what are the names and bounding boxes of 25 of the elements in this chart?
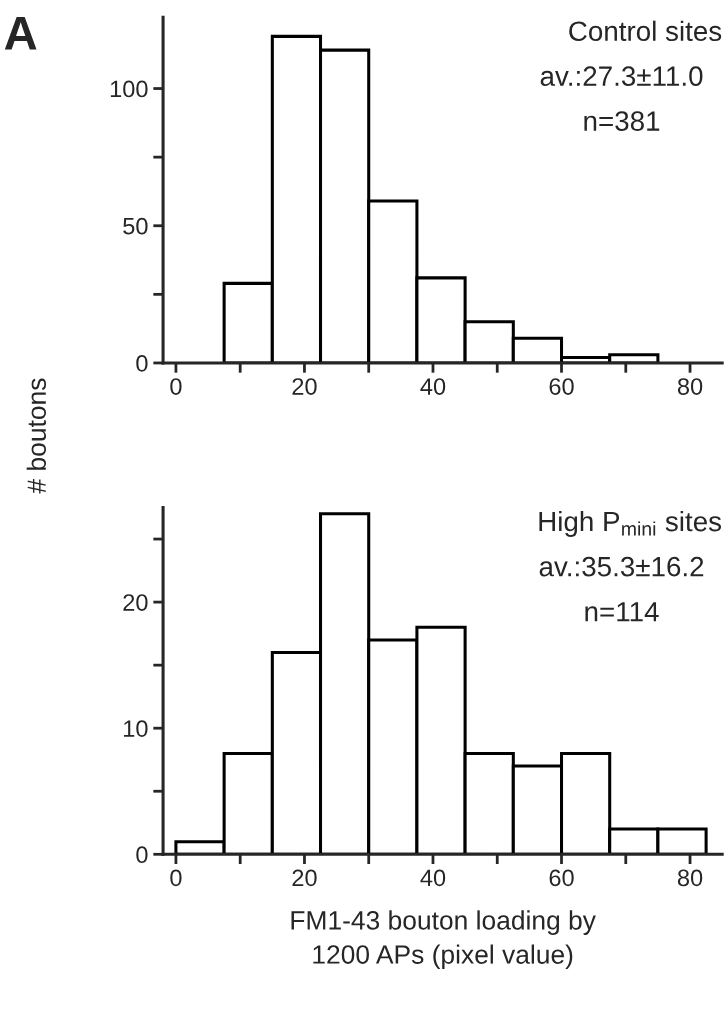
x-tick-label: 0: [170, 378, 182, 395]
x-tick-label: 60: [549, 869, 574, 887]
y-tick-label: 0: [136, 846, 148, 864]
annotation: Control sites: [569, 20, 722, 42]
x-tick-label: 40: [420, 378, 446, 395]
annotation: n=381: [584, 111, 660, 131]
y-tick-label: 50: [123, 217, 148, 235]
x-tick-label: 40: [420, 869, 446, 887]
y-tick-label: 100: [110, 80, 148, 98]
x-tick-label: 0: [170, 869, 182, 887]
annotation: n=114: [585, 602, 659, 622]
y-tick-label: 0: [136, 355, 148, 372]
annotation: av.:35.3±16.2: [539, 556, 704, 577]
y-tick-label: 10: [124, 720, 148, 737]
x-tick-label: 80: [677, 869, 703, 887]
annotation: High P$_{mini}$ sites: [539, 510, 722, 537]
text: A: [4, 16, 37, 50]
annotation: av.:27.3±11.0: [540, 66, 703, 86]
x-tick-label: 20: [292, 378, 317, 395]
x-tick-label: 80: [677, 378, 703, 395]
x-axis-title: FM1-43 bouton loading by 1200 APs (pixel value): [291, 910, 596, 970]
y-tick-label: 20: [123, 594, 148, 611]
x-tick-label: 20: [292, 869, 317, 887]
x-tick-label: 60: [549, 378, 574, 395]
y-axis-title: # boutons: [26, 378, 47, 494]
